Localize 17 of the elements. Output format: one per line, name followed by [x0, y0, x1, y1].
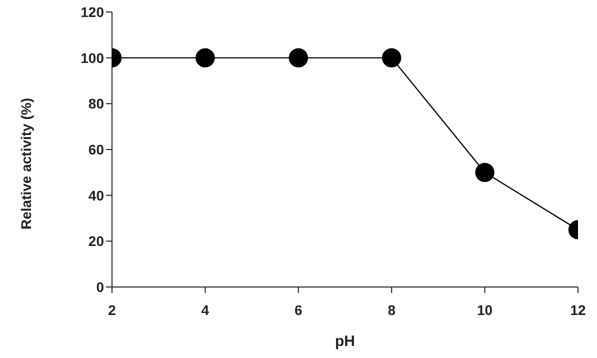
x-tick-label: 8 [388, 302, 396, 318]
y-tick-label: 40 [88, 187, 104, 204]
x-tick-label: 6 [294, 302, 302, 318]
y-tick-label: 80 [88, 96, 104, 112]
x-tick-label: 10 [477, 302, 493, 318]
x-tick-label: 4 [201, 302, 210, 318]
point [288, 48, 308, 68]
x-axis-title: pH [335, 333, 355, 350]
y-tick-label: 20 [88, 233, 104, 250]
y-tick-label: 120 [80, 4, 104, 20]
x-tick-label: 2 [108, 302, 116, 318]
point [382, 48, 402, 68]
y-axis-title: Relative activity (%) [18, 98, 34, 230]
y-tick-label: 100 [80, 50, 104, 66]
x-tick-label: 12 [570, 302, 586, 318]
y-tick-label: 0 [96, 278, 104, 295]
y-tick-label: 60 [88, 141, 104, 158]
